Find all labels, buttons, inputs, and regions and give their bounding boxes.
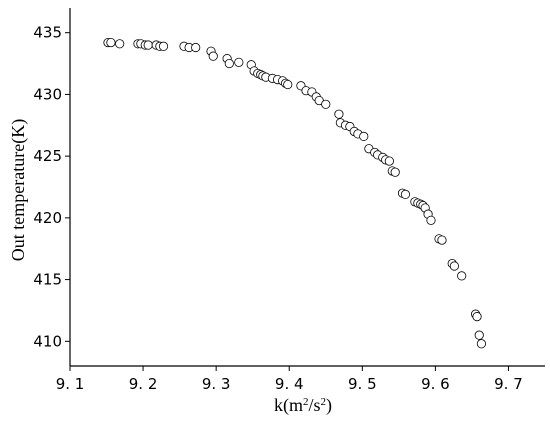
x-tick-label: 9. 5: [348, 375, 377, 393]
plot-axes: [69, 8, 545, 367]
data-point: [359, 131, 369, 141]
axis-ticks: 9. 1 9. 2 9. 3 9. 4 9. 5 9. 6 9. 7 410 415 420 425…: [33, 24, 522, 393]
data-point: [224, 58, 234, 69]
data-point: [334, 109, 344, 119]
data-point: [426, 215, 436, 225]
data-point: [191, 42, 201, 53]
data-point: [283, 79, 293, 90]
y-axis-title: Out temperature(K): [8, 119, 29, 261]
data-point: [384, 156, 394, 166]
data-point: [158, 41, 169, 51]
y-tick-label: 410: [33, 332, 62, 350]
x-axis-title: k(m2/s2): [274, 395, 332, 416]
y-tick-label: 430: [33, 85, 62, 103]
x-tick-label: 9. 2: [129, 375, 158, 393]
data-point: [449, 261, 459, 271]
y-tick-label: 435: [33, 24, 62, 42]
x-tick-label: 9. 1: [56, 375, 85, 393]
x-tick-label: 9. 6: [421, 375, 450, 393]
data-point: [234, 57, 244, 67]
data-point: [400, 189, 411, 200]
data-point: [143, 40, 153, 50]
x-tick-label: 9. 3: [202, 375, 231, 393]
data-point: [390, 167, 400, 177]
y-tick-label: 425: [33, 147, 62, 165]
x-tick-label: 9. 7: [494, 375, 523, 393]
data-points: [103, 37, 487, 349]
data-point: [474, 330, 484, 340]
data-point: [472, 312, 482, 322]
data-point: [115, 39, 125, 49]
data-point: [437, 235, 447, 245]
y-tick-label: 415: [33, 271, 62, 289]
data-point: [208, 51, 218, 61]
x-tick-label: 9. 4: [275, 375, 304, 393]
data-point: [476, 339, 487, 349]
data-point: [321, 99, 331, 109]
y-tick-label: 420: [33, 209, 62, 227]
data-point: [457, 271, 467, 281]
data-point: [106, 37, 116, 48]
